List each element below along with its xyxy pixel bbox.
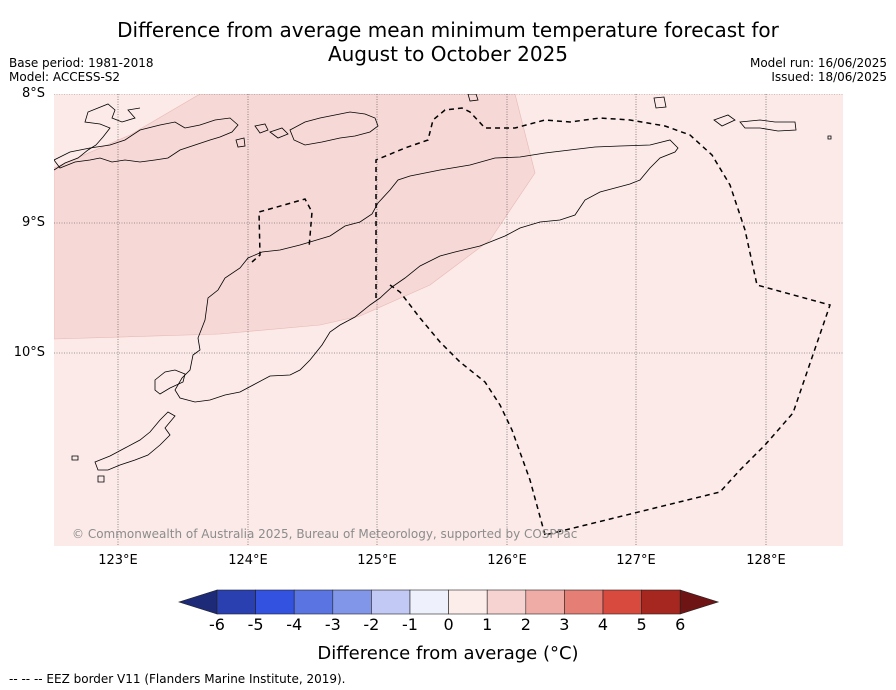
colorbar-tick-label: -5 xyxy=(247,615,264,634)
islet-6 xyxy=(467,94,479,102)
map-title: Difference from average mean minimum tem… xyxy=(0,18,896,66)
eez-border-oecusse xyxy=(251,198,313,263)
colorbar-cell xyxy=(371,589,411,615)
colorbar-cell xyxy=(486,589,527,615)
eez-borders xyxy=(251,107,831,536)
lon-label-126e: 126°E xyxy=(487,553,527,568)
lon-label-128e: 128°E xyxy=(746,553,786,568)
colorbar-tick-label: -2 xyxy=(363,615,380,634)
lon-label-124e: 124°E xyxy=(228,553,268,568)
islet-4 xyxy=(71,455,79,461)
title-line-2: August to October 2025 xyxy=(327,42,569,66)
colorbar-tick-label: -4 xyxy=(286,615,303,634)
lon-label-127e: 127°E xyxy=(616,553,656,568)
colorbar-cell xyxy=(332,589,372,615)
colorbar-tick-label: 4 xyxy=(597,615,609,634)
colorbar-tick-label: 3 xyxy=(559,615,570,634)
colorbar-tick-label: 0 xyxy=(443,615,454,634)
islet-2 xyxy=(269,127,289,139)
flores-coastline xyxy=(54,103,141,171)
colorbar-tick-label: 5 xyxy=(636,615,647,634)
colorbar-extend-high xyxy=(679,589,720,615)
lat-label-10s: 10°S xyxy=(13,345,45,360)
colorbar-tick-label: -1 xyxy=(402,615,418,634)
model-run: Model run: 16/06/2025 xyxy=(749,56,887,70)
colorbar-cell xyxy=(255,589,295,615)
islet-5 xyxy=(97,475,105,483)
colorbar-tick-label: -6 xyxy=(209,615,225,634)
colorbar-label: Difference from average (°C) xyxy=(317,643,579,664)
rote-coastline xyxy=(154,369,186,395)
colorbar-cell xyxy=(564,589,604,615)
lat-label-8s: 8°S xyxy=(21,86,45,101)
eez-border-north xyxy=(375,107,831,536)
colorbar-cell xyxy=(216,589,256,615)
colorbar-cell xyxy=(602,589,642,615)
savu-coastline xyxy=(94,411,176,471)
islet-7 xyxy=(653,96,667,109)
issued-date: Issued: 18/06/2025 xyxy=(771,70,887,84)
colorbar-cell xyxy=(525,589,565,615)
colorbar-tick-label: -3 xyxy=(324,615,341,634)
colorbar-tick-label: 2 xyxy=(520,615,531,634)
meta-right: Model run: 16/06/2025 Issued: 18/06/2025 xyxy=(750,56,887,84)
colorbar-cell xyxy=(409,589,449,615)
islet-10 xyxy=(827,135,832,140)
islet-8 xyxy=(713,114,736,127)
colorbar-tick-label: 1 xyxy=(482,615,493,634)
anomaly-fill-medium xyxy=(54,94,536,340)
colorbar-cell xyxy=(641,589,681,615)
islet-3 xyxy=(235,137,246,148)
colorbar-tick-label: 6 xyxy=(675,615,686,634)
colorbar-cell xyxy=(448,589,488,615)
lon-label-125e: 125°E xyxy=(357,553,397,568)
eez-legend: -- -- -- EEZ border V11 (Flanders Marine… xyxy=(9,672,346,686)
timor-coastline xyxy=(174,139,679,403)
eez-border-south xyxy=(389,284,546,536)
islet-9 xyxy=(739,119,797,132)
colorbar-cell xyxy=(293,589,334,615)
atauro-coastline xyxy=(289,111,379,146)
title-line-1: Difference from average mean minimum tem… xyxy=(117,18,779,42)
lon-label-123e: 123°E xyxy=(98,553,138,568)
meta-left: Base period: 1981-2018 Model: ACCESS-S2 xyxy=(9,56,154,84)
alor-wetar-coastline xyxy=(54,117,239,169)
islet-1 xyxy=(254,123,269,134)
graticule xyxy=(54,94,843,546)
model-name: Model: ACCESS-S2 xyxy=(9,70,121,84)
base-period: Base period: 1981-2018 xyxy=(9,56,154,70)
colorbar-extend-low xyxy=(178,589,218,615)
coastlines xyxy=(54,94,832,483)
copyright-notice: © Commonwealth of Australia 2025, Bureau… xyxy=(72,527,577,541)
lat-label-9s: 9°S xyxy=(21,215,45,230)
